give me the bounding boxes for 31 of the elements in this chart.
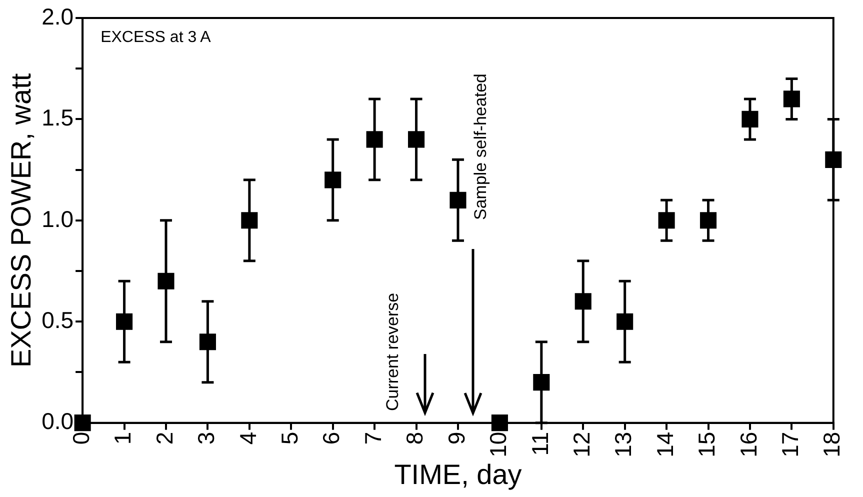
x-tick-label: 13 [610, 432, 636, 458]
x-tick-label: 10 [485, 432, 512, 458]
annotation: Current reverse [383, 292, 402, 411]
x-tick-label: 14 [652, 432, 678, 458]
x-tick-label: 8 [402, 432, 428, 445]
annotation: EXCESS at 3 A [100, 29, 211, 46]
x-tick-label: 12 [568, 432, 594, 458]
y-tick-label: 1.5 [42, 104, 74, 131]
x-tick-label: 4 [234, 432, 261, 445]
annotation: Sample self-heated [470, 74, 490, 220]
x-tick-label: 17 [777, 432, 804, 458]
y-tick-label: 0.0 [42, 408, 74, 434]
x-tick-label: 6 [318, 432, 344, 445]
x-tick-label: 11 [526, 432, 553, 456]
y-axis-title: EXCESS POWER, watt [6, 73, 37, 368]
x-tick-label: 16 [735, 432, 762, 458]
x-tick-label: 5 [276, 432, 302, 445]
y-tick-label: 1.0 [42, 206, 74, 232]
x-tick-label: 9 [443, 432, 470, 445]
point [74, 414, 91, 432]
point [491, 414, 508, 432]
x-tick-label: 0 [68, 432, 94, 445]
x-tick-label: 1 [110, 432, 136, 445]
y-tick-label: 0.5 [42, 306, 74, 333]
x-tick-label: 7 [360, 432, 386, 445]
x-tick-label: 3 [193, 432, 220, 445]
x-tick-label: 2 [151, 432, 178, 445]
x-axis-title: TIME, day [394, 458, 522, 490]
x-tick-label: 15 [694, 432, 720, 458]
x-tick-label: 18 [818, 432, 845, 458]
y-tick-label: 2.0 [42, 3, 74, 30]
